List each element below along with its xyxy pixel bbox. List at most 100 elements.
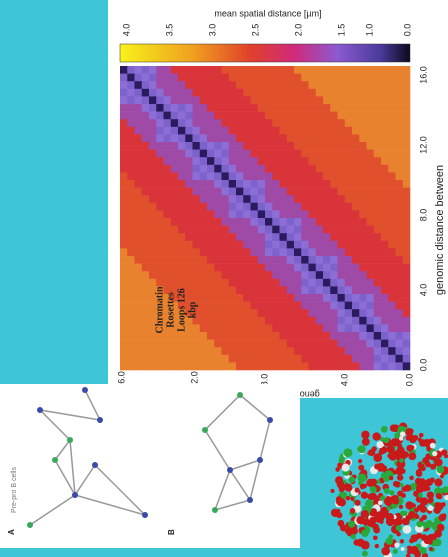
heatmap-cell	[178, 332, 186, 340]
molecule-atom	[356, 515, 365, 525]
heatmap-cell	[381, 339, 389, 348]
heatmap-cell	[344, 233, 353, 242]
heatmap-cell	[170, 88, 179, 97]
heatmap-cell	[381, 96, 389, 105]
heatmap-cell	[127, 278, 135, 287]
heatmap-cell	[178, 248, 186, 257]
heatmap-cell	[228, 309, 237, 318]
heatmap-cell	[366, 202, 375, 211]
heatmap-cell	[236, 324, 244, 333]
heatmap-cell	[272, 278, 280, 287]
heatmap-cell	[337, 309, 346, 318]
heatmap-cell	[214, 347, 222, 356]
heatmap-cell	[395, 263, 404, 272]
heatmap-cell	[214, 332, 222, 340]
heatmap-cell	[402, 309, 411, 318]
heatmap-cell	[388, 126, 396, 135]
heatmap-cell	[170, 248, 179, 257]
heatmap-cell	[214, 157, 222, 166]
heatmap-cell	[192, 149, 201, 158]
heatmap-cell	[236, 73, 244, 82]
heatmap-cell	[141, 362, 150, 371]
heatmap-cell	[323, 172, 331, 181]
heatmap-cell	[286, 180, 295, 188]
molecule-atom	[422, 457, 430, 464]
heatmap-cell	[279, 278, 288, 287]
heatmap-cell	[170, 126, 179, 135]
heatmap-cell	[388, 354, 396, 363]
heatmap-cell	[178, 164, 186, 173]
heatmap-cell	[286, 240, 295, 249]
heatmap-cell	[337, 134, 346, 143]
heatmap-cell	[250, 210, 259, 219]
heatmap-cell	[344, 225, 353, 234]
molecule-atom	[436, 493, 443, 500]
heatmap-cell	[250, 316, 259, 325]
heatmap-cell	[301, 180, 309, 188]
heatmap-cell	[156, 278, 164, 287]
heatmap-cell	[330, 88, 338, 97]
heatmap-cell	[257, 73, 266, 82]
heatmap-cell	[366, 225, 375, 234]
heatmap-cell	[279, 180, 288, 188]
heatmap-cell	[192, 180, 201, 188]
heatmap-cell	[170, 187, 179, 196]
heatmap-cell	[359, 142, 367, 150]
heatmap-cell	[236, 210, 244, 219]
heatmap-cell	[236, 294, 244, 302]
heatmap-cell	[265, 263, 273, 272]
colorbar-tick-label: 4.0	[121, 24, 131, 37]
heatmap-cell	[265, 339, 273, 348]
heatmap-cell	[402, 149, 411, 158]
heatmap-cell	[286, 218, 295, 226]
molecule-atom	[402, 451, 409, 458]
heatmap-cell	[127, 88, 135, 97]
heatmap-cell	[352, 271, 360, 280]
heatmap-cell	[395, 354, 404, 363]
heatmap-cell	[250, 301, 259, 310]
heatmap-cell	[178, 202, 186, 211]
heatmap-cell	[250, 286, 259, 295]
heatmap-cell	[214, 134, 222, 143]
heatmap-cell	[315, 96, 324, 105]
heatmap-cell	[243, 202, 251, 211]
heatmap-cell	[228, 233, 237, 242]
heatmap-cell	[388, 202, 396, 211]
heatmap-cell	[207, 339, 215, 348]
heatmap-cell	[257, 195, 266, 204]
heatmap-cell	[207, 263, 215, 272]
heatmap-cell	[337, 218, 346, 226]
heatmap-cell	[337, 180, 346, 188]
heatmap-cell	[214, 111, 222, 120]
heatmap-cell	[337, 81, 346, 90]
molecule-atom	[402, 525, 412, 534]
heatmap-cell	[207, 256, 215, 264]
heatmap-cell	[207, 180, 215, 188]
heatmap-cell	[366, 142, 375, 150]
heatmap-cell	[127, 339, 135, 348]
heatmap-cell	[170, 210, 179, 219]
heatmap-cell	[381, 164, 389, 173]
heatmap-cell	[257, 180, 266, 188]
heatmap-cell	[359, 73, 367, 82]
heatmap-cell	[352, 66, 360, 74]
heatmap-cell	[214, 66, 222, 74]
heatmap-cell	[373, 180, 382, 188]
heatmap-cell	[337, 256, 346, 264]
heatmap-cell	[323, 256, 331, 264]
heatmap-cell	[156, 149, 164, 158]
heatmap-cell	[228, 187, 237, 196]
heatmap-cell	[207, 233, 215, 242]
heatmap-cell	[352, 294, 360, 302]
heatmap-cell	[228, 134, 237, 143]
heatmap-cell	[344, 88, 353, 97]
heatmap-cell	[243, 301, 251, 310]
heatmap-cell	[178, 354, 186, 363]
heatmap-cell	[257, 81, 266, 90]
heatmap-cell	[366, 362, 375, 371]
heatmap-cell	[323, 233, 331, 242]
heatmap-cell	[250, 324, 259, 333]
heatmap-cell	[352, 233, 360, 242]
heatmap-cell	[149, 96, 157, 105]
heatmap-cell	[192, 195, 201, 204]
